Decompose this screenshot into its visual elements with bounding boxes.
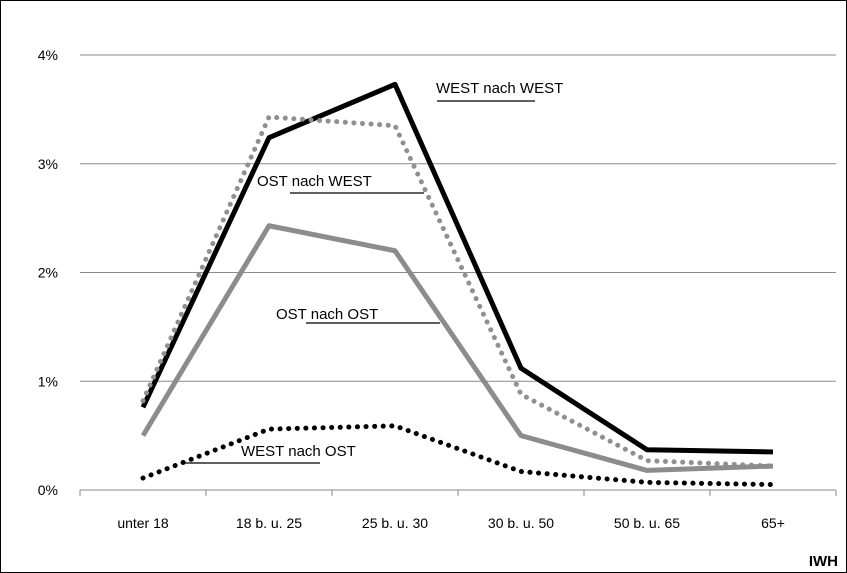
x-tick-label: 65+: [761, 515, 785, 531]
series-line-0: [140, 81, 774, 455]
y-tick-label: 2%: [38, 265, 58, 281]
series-label-3: WEST nach OST: [241, 443, 356, 460]
source-label: IWH: [809, 553, 838, 570]
series-line-2: [140, 223, 774, 473]
series-lines: [140, 81, 776, 488]
x-tick-label: 18 b. u. 25: [236, 515, 302, 531]
x-tick-label: 30 b. u. 50: [488, 515, 554, 531]
x-axis: unter 18 18 b. u. 25 25 b. u. 30 30 b. u. 5…: [79, 489, 837, 531]
y-tick-label: 1%: [38, 373, 58, 389]
y-tick-label: 4%: [38, 47, 58, 63]
x-tick-label: 25 b. u. 30: [362, 515, 428, 531]
series-labels: WEST nach WEST OST nach WEST OST nach OST W…: [183, 80, 563, 464]
y-axis-ticks: 0% 1% 2% 3% 4%: [38, 47, 58, 498]
series-line-1: [140, 114, 776, 469]
series-label-1: OST nach WEST: [257, 173, 372, 190]
y-tick-label: 3%: [38, 156, 58, 172]
x-tick-label: unter 18: [117, 515, 169, 531]
series-line-3: [140, 423, 776, 488]
y-tick-label: 0%: [38, 482, 58, 498]
gridlines: [80, 54, 836, 382]
series-label-0: WEST nach WEST: [436, 80, 563, 97]
series-label-2: OST nach OST: [276, 306, 378, 323]
x-tick-label: 50 b. u. 65: [614, 515, 680, 531]
